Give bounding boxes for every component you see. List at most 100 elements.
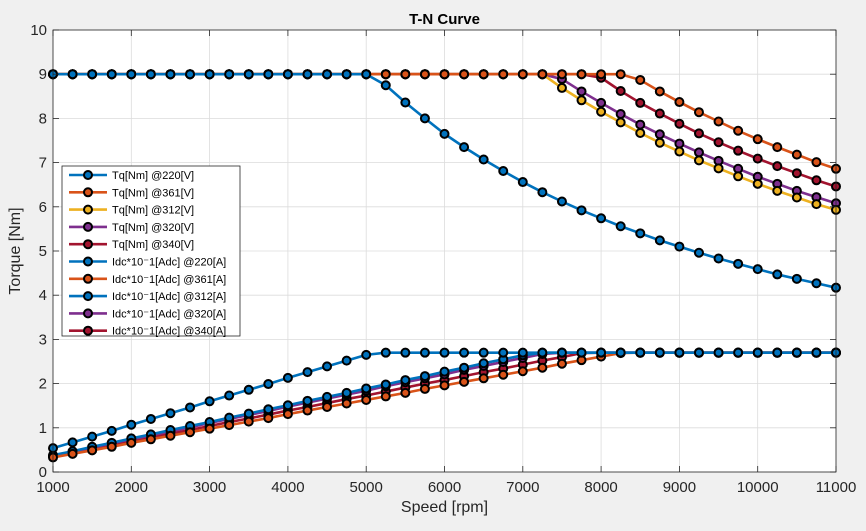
legend-marker-swatch bbox=[83, 325, 93, 336]
legend-label: Idc*10⁻1[Adc] @340[A] bbox=[112, 326, 226, 338]
data-point bbox=[478, 373, 489, 384]
x-tick-label: 3000 bbox=[193, 479, 226, 496]
data-point bbox=[322, 391, 333, 402]
data-point bbox=[302, 69, 313, 80]
data-point bbox=[145, 413, 156, 424]
data-point bbox=[165, 430, 176, 441]
data-point bbox=[674, 146, 685, 157]
chart-title: T-N Curve bbox=[409, 11, 480, 28]
data-point bbox=[224, 69, 235, 80]
data-point bbox=[459, 362, 470, 373]
y-tick-label: 2 bbox=[39, 376, 47, 393]
data-point bbox=[752, 153, 763, 164]
data-point bbox=[733, 258, 744, 269]
data-point bbox=[537, 187, 548, 198]
data-point bbox=[165, 408, 176, 419]
data-point bbox=[498, 69, 509, 80]
data-point bbox=[224, 420, 235, 431]
data-point bbox=[635, 119, 646, 130]
x-tick-label: 5000 bbox=[350, 479, 383, 496]
data-point bbox=[419, 347, 430, 358]
legend-marker-swatch bbox=[83, 187, 93, 198]
data-point bbox=[185, 402, 196, 413]
data-point bbox=[380, 80, 391, 91]
data-point bbox=[596, 97, 607, 108]
data-point bbox=[459, 142, 470, 153]
data-point bbox=[517, 69, 528, 80]
legend-marker-swatch bbox=[83, 256, 93, 267]
data-point bbox=[400, 69, 411, 80]
data-point bbox=[263, 404, 274, 415]
data-point bbox=[556, 69, 567, 80]
data-point bbox=[361, 349, 372, 360]
legend-marker-swatch bbox=[83, 308, 93, 319]
x-tick-label: 2000 bbox=[115, 479, 148, 496]
legend-label: Tq[Nm] @340[V] bbox=[112, 239, 194, 251]
data-point bbox=[674, 118, 685, 129]
data-point bbox=[243, 416, 254, 427]
data-point bbox=[576, 205, 587, 216]
data-point bbox=[106, 441, 117, 452]
y-tick-label: 6 bbox=[39, 199, 47, 216]
data-point bbox=[635, 127, 646, 138]
y-tick-label: 7 bbox=[39, 155, 47, 172]
data-point bbox=[243, 408, 254, 419]
data-point bbox=[615, 85, 626, 96]
data-point bbox=[204, 423, 215, 434]
y-tick-label: 5 bbox=[39, 243, 47, 260]
data-point bbox=[576, 69, 587, 80]
data-point bbox=[556, 196, 567, 207]
data-point bbox=[752, 134, 763, 145]
x-tick-label: 1000 bbox=[36, 479, 69, 496]
legend-label: Tq[Nm] @220[V] bbox=[112, 170, 194, 182]
legend-marker-swatch bbox=[83, 273, 93, 284]
data-point bbox=[733, 347, 744, 358]
legend-entry: Idc*10⁻1[Adc] @340[A] bbox=[69, 325, 226, 338]
data-point bbox=[185, 427, 196, 438]
y-tick-label: 10 bbox=[30, 22, 47, 39]
data-point bbox=[733, 145, 744, 156]
data-point bbox=[772, 142, 783, 153]
data-point bbox=[302, 367, 313, 378]
data-point bbox=[596, 347, 607, 358]
data-point bbox=[811, 347, 822, 358]
data-point bbox=[693, 107, 704, 118]
data-point bbox=[67, 69, 78, 80]
data-point bbox=[87, 69, 98, 80]
legend-label: Idc*10⁻1[Adc] @320[A] bbox=[112, 308, 226, 320]
data-point bbox=[341, 69, 352, 80]
data-point bbox=[302, 395, 313, 406]
data-point bbox=[282, 372, 293, 383]
data-point bbox=[341, 398, 352, 409]
data-point bbox=[811, 175, 822, 186]
legend-label: Tq[Nm] @361[V] bbox=[112, 187, 194, 199]
data-point bbox=[67, 448, 78, 459]
data-point bbox=[654, 108, 665, 119]
data-point bbox=[380, 379, 391, 390]
x-tick-label: 6000 bbox=[428, 479, 461, 496]
data-point bbox=[791, 273, 802, 284]
data-point bbox=[733, 125, 744, 136]
data-point bbox=[87, 431, 98, 442]
data-point bbox=[713, 253, 724, 264]
data-point bbox=[67, 437, 78, 448]
data-point bbox=[282, 400, 293, 411]
x-axis-label: Speed [rpm] bbox=[401, 499, 488, 516]
data-point bbox=[791, 192, 802, 203]
data-point bbox=[733, 171, 744, 182]
data-point bbox=[439, 128, 450, 139]
data-point bbox=[145, 69, 156, 80]
x-tick-label: 8000 bbox=[584, 479, 617, 496]
legend-entry: Tq[Nm] @320[V] bbox=[69, 221, 194, 234]
data-point bbox=[674, 347, 685, 358]
y-tick-label: 4 bbox=[39, 287, 47, 304]
data-point bbox=[459, 69, 470, 80]
legend-entry: Tq[Nm] @220[V] bbox=[69, 170, 194, 182]
data-point bbox=[185, 69, 196, 80]
legend-box bbox=[61, 165, 241, 337]
data-point bbox=[596, 106, 607, 117]
data-point bbox=[615, 117, 626, 128]
legend-marker-swatch bbox=[83, 239, 93, 250]
data-point bbox=[380, 391, 391, 402]
